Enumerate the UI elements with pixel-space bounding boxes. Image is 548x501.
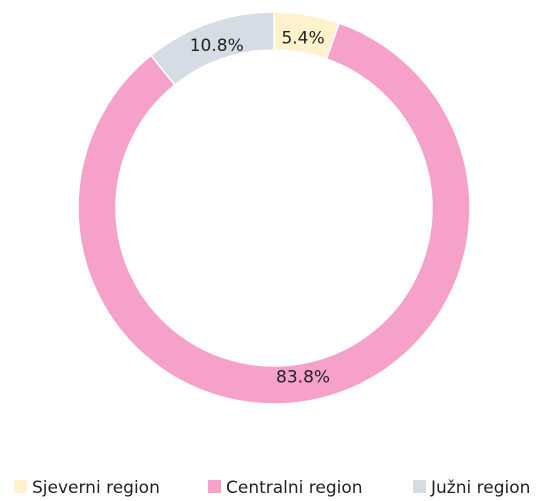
legend-swatch — [14, 480, 27, 493]
donut-segment — [149, 11, 275, 87]
donut-segment — [77, 22, 471, 405]
legend-label: Sjeverni region — [32, 478, 160, 498]
legend-swatch — [413, 480, 426, 493]
data-label: 83.8% — [276, 368, 330, 388]
data-label: 5.4% — [281, 28, 324, 48]
data-label: 10.8% — [190, 36, 244, 56]
legend-label: Južni region — [430, 478, 530, 498]
legend-label: Centralni region — [226, 478, 363, 498]
legend-swatch — [208, 480, 221, 493]
